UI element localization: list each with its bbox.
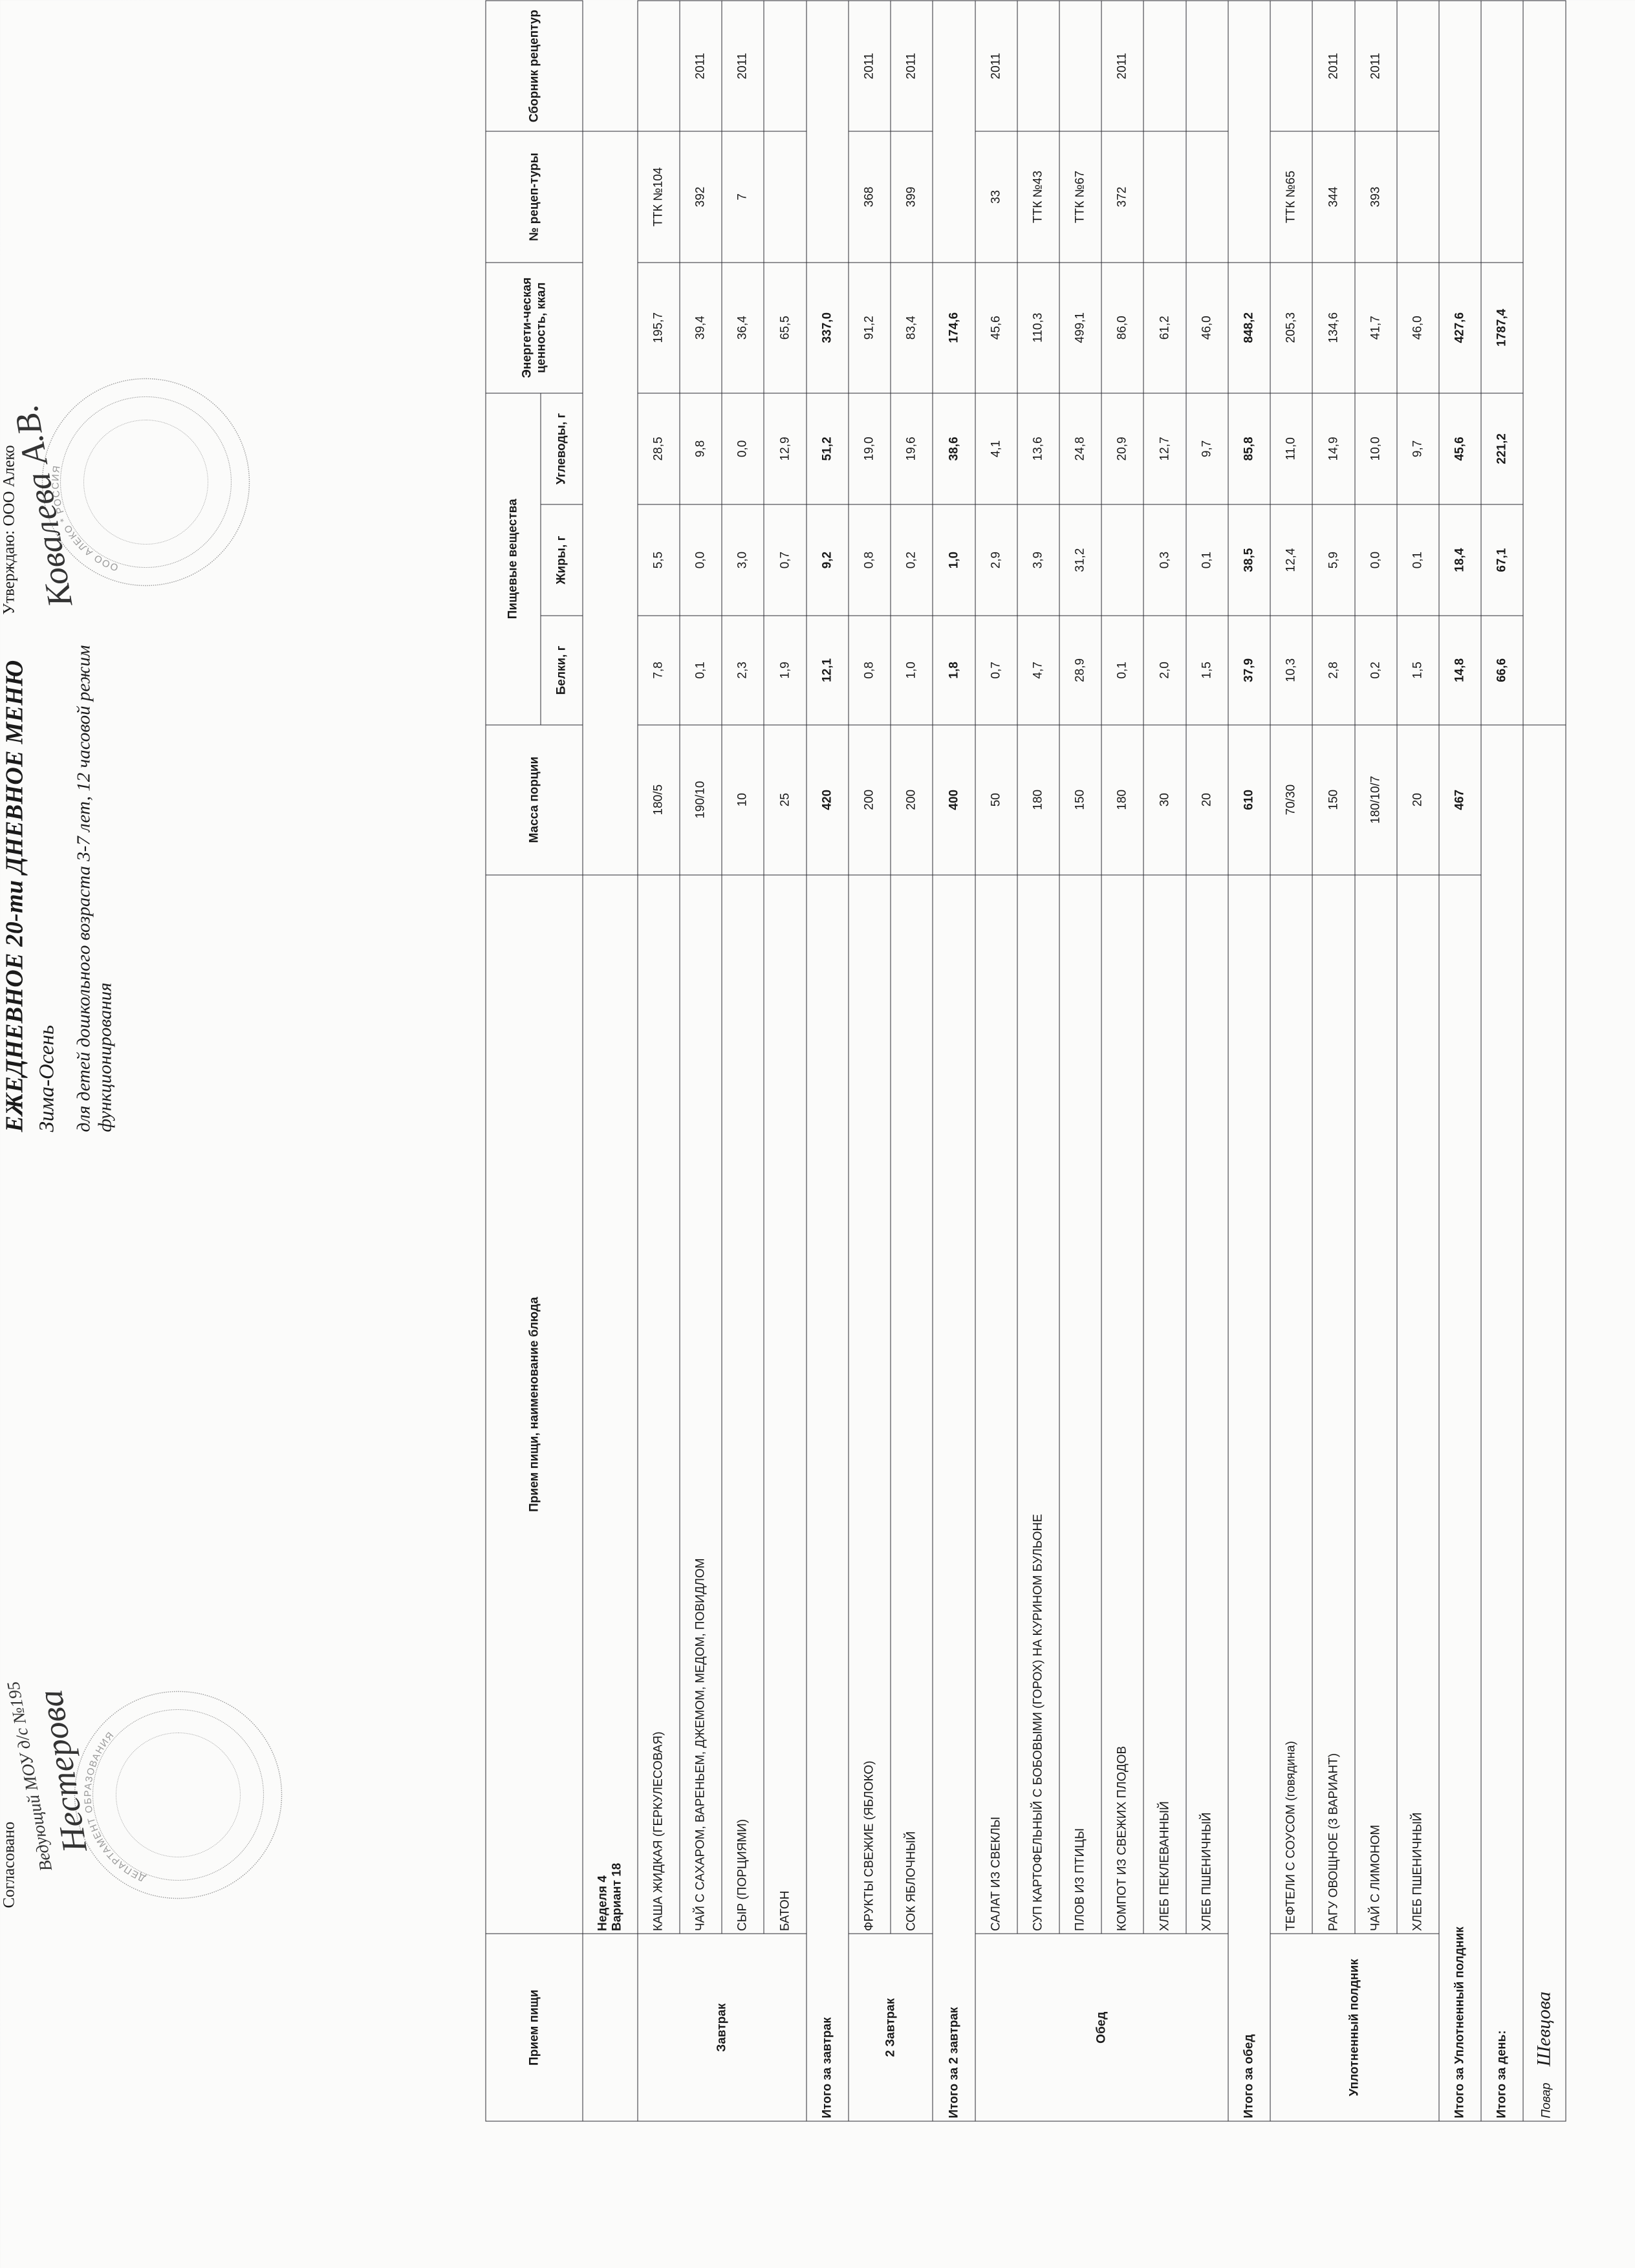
svg-text:ДЕПАРТАМЕНТ ОБРАЗОВАНИЯ: ДЕПАРТАМЕНТ ОБРАЗОВАНИЯ [82, 1729, 147, 1884]
